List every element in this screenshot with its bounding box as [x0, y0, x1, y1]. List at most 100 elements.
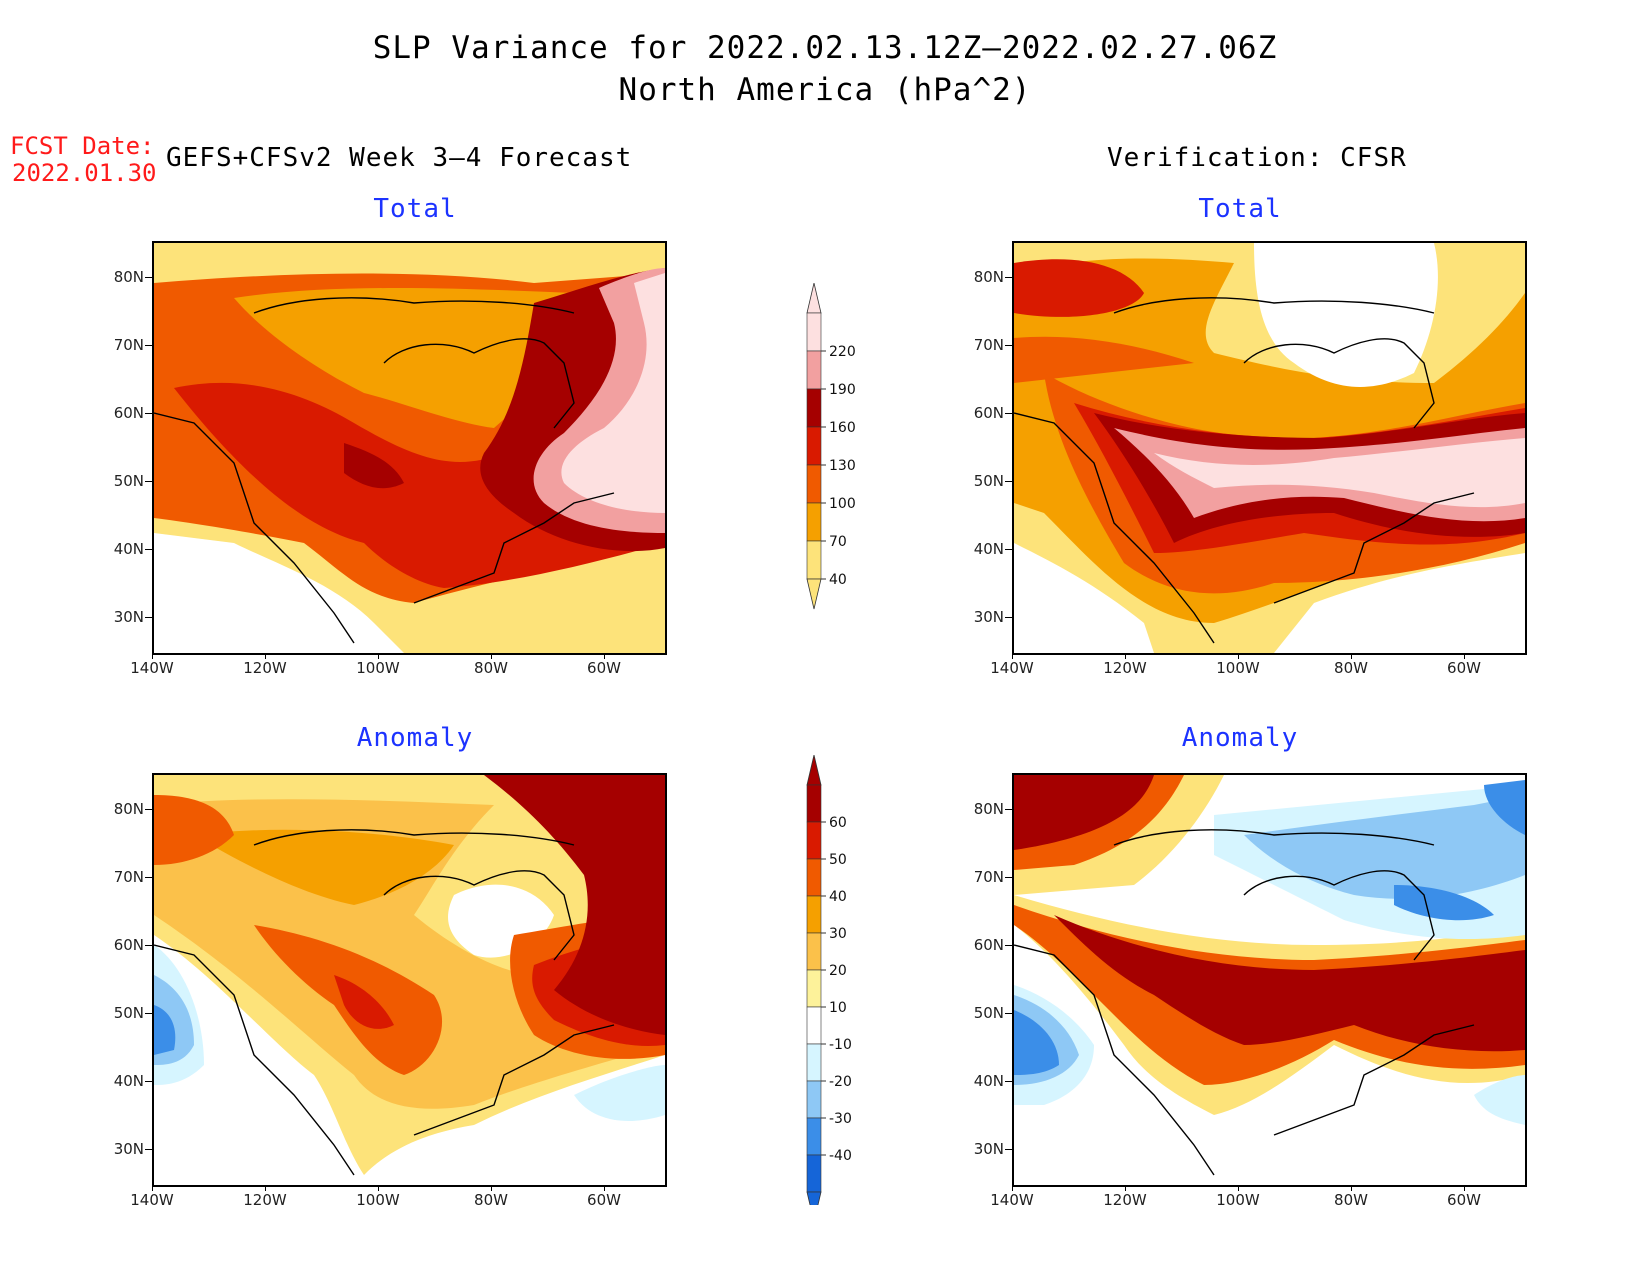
lat-tick-label: 30N: [973, 608, 1004, 626]
lon-tick-label: 60W: [1447, 659, 1481, 677]
forecast-total-field: [154, 243, 665, 653]
lon-tick-label: 120W: [243, 1191, 287, 1209]
colorbar-level-label: -40: [829, 1148, 852, 1164]
lon-tick-mark: [265, 1185, 266, 1191]
colorbar-bottom-triangle: [806, 1191, 822, 1223]
colorbar-swatch: [806, 1117, 822, 1156]
lat-tick-mark: [145, 1013, 152, 1014]
lon-tick-mark: [1351, 1185, 1352, 1191]
colorbar-swatch: [806, 502, 822, 542]
colorbar-top-triangle: [806, 754, 822, 786]
colorbar-total: 220 190 160 130 100 70 40: [795, 282, 875, 613]
colorbar-swatch: [806, 1080, 822, 1119]
lon-tick-mark: [1464, 653, 1465, 659]
colorbar-level-label: 10: [829, 1000, 847, 1016]
lat-tick-mark: [145, 481, 152, 482]
lon-tick-mark: [152, 1185, 153, 1191]
lat-tick-mark: [1005, 277, 1012, 278]
lon-tick-mark: [1012, 653, 1013, 659]
colorbar-level-label: 130: [829, 458, 856, 474]
lat-tick-mark: [145, 617, 152, 618]
lat-tick-mark: [145, 1149, 152, 1150]
colorbar-swatch: [806, 312, 822, 352]
colorbar-swatch: [806, 969, 822, 1008]
lon-tick-label: 60W: [1447, 1191, 1481, 1209]
lat-tick-label: 50N: [113, 1004, 144, 1022]
lat-tick-mark: [1005, 1081, 1012, 1082]
lat-tick-label: 80N: [973, 800, 1004, 818]
lon-tick-mark: [491, 653, 492, 659]
lon-tick-mark: [1351, 653, 1352, 659]
lon-tick-label: 80W: [474, 1191, 508, 1209]
forecast-anomaly-field: [154, 775, 665, 1185]
colorbar-anomaly: 60 50 40 30 20 10 -10 -20 -30 -40: [795, 754, 875, 1223]
colorbar-swatch: [806, 350, 822, 390]
lon-tick-mark: [1238, 653, 1239, 659]
lat-tick-label: 80N: [113, 800, 144, 818]
figure-title-line1: SLP Variance for 2022.02.13.12Z–2022.02.…: [372, 30, 1278, 66]
colorbar-swatch: [806, 1006, 822, 1045]
lat-tick-mark: [1005, 809, 1012, 810]
panel-title-forecast-anomaly: Anomaly: [356, 723, 474, 753]
lat-tick-label: 60N: [973, 936, 1004, 954]
forecast-heading: GEFS+CFSv2 Week 3–4 Forecast: [166, 143, 633, 173]
verification-heading: Verification: CFSR: [1107, 143, 1407, 173]
colorbar-anomaly-swatches: 60 50 40 30 20 10 -10 -20 -30 -40: [806, 754, 852, 1223]
lat-tick-label: 70N: [973, 868, 1004, 886]
lon-tick-label: 140W: [990, 1191, 1034, 1209]
colorbar-level-label: 190: [829, 382, 856, 398]
colorbar-swatch: [806, 426, 822, 466]
lat-tick-label: 60N: [113, 404, 144, 422]
panel-title-verification-anomaly: Anomaly: [1181, 723, 1299, 753]
colorbar-bottom-triangle: [806, 578, 822, 610]
colorbar-level-label: 70: [829, 534, 847, 550]
lat-tick-mark: [1005, 549, 1012, 550]
lon-tick-label: 80W: [1334, 659, 1368, 677]
lon-tick-label: 100W: [356, 1191, 400, 1209]
colorbar-swatch: [806, 388, 822, 428]
lat-tick-label: 80N: [973, 268, 1004, 286]
lon-tick-mark: [604, 1185, 605, 1191]
lat-tick-label: 40N: [113, 540, 144, 558]
colorbar-swatch: [806, 858, 822, 897]
colorbar-swatch: [806, 1154, 822, 1193]
fcst-date-label: FCST Date:: [10, 132, 155, 160]
lon-tick-label: 120W: [243, 659, 287, 677]
lat-tick-label: 40N: [973, 540, 1004, 558]
lat-tick-mark: [1005, 481, 1012, 482]
lon-tick-mark: [1125, 653, 1126, 659]
lon-tick-mark: [1238, 1185, 1239, 1191]
lat-tick-label: 30N: [113, 1140, 144, 1158]
lat-tick-label: 50N: [113, 472, 144, 490]
lat-tick-label: 70N: [113, 336, 144, 354]
lat-tick-mark: [145, 877, 152, 878]
verification-total-field: [1014, 243, 1525, 653]
lon-tick-label: 100W: [1216, 1191, 1260, 1209]
colorbar-level-label: -20: [829, 1074, 852, 1090]
lon-tick-label: 120W: [1103, 659, 1147, 677]
lat-tick-label: 40N: [973, 1072, 1004, 1090]
colorbar-level-label: -30: [829, 1111, 852, 1127]
lon-tick-mark: [265, 653, 266, 659]
lat-tick-label: 70N: [113, 868, 144, 886]
map-forecast-total: [152, 241, 667, 655]
lat-tick-label: 60N: [973, 404, 1004, 422]
lat-tick-label: 60N: [113, 936, 144, 954]
lon-tick-label: 80W: [1334, 1191, 1368, 1209]
colorbar-swatch: [806, 1043, 822, 1082]
lat-tick-mark: [1005, 1149, 1012, 1150]
colorbar-level-label: 30: [829, 926, 847, 942]
lon-tick-mark: [604, 653, 605, 659]
fcst-date-value: 2022.01.30: [12, 159, 157, 187]
figure-title-line2: North America (hPa^2): [618, 72, 1032, 108]
lat-tick-label: 40N: [113, 1072, 144, 1090]
lon-tick-label: 120W: [1103, 1191, 1147, 1209]
colorbar-swatch: [806, 821, 822, 860]
lon-tick-label: 60W: [587, 659, 621, 677]
panel-title-forecast-total: Total: [373, 194, 457, 224]
lat-tick-label: 50N: [973, 1004, 1004, 1022]
map-verification-total: [1012, 241, 1527, 655]
colorbar-level-label: 220: [829, 344, 856, 360]
lat-tick-mark: [145, 945, 152, 946]
colorbar-swatch: [806, 895, 822, 934]
